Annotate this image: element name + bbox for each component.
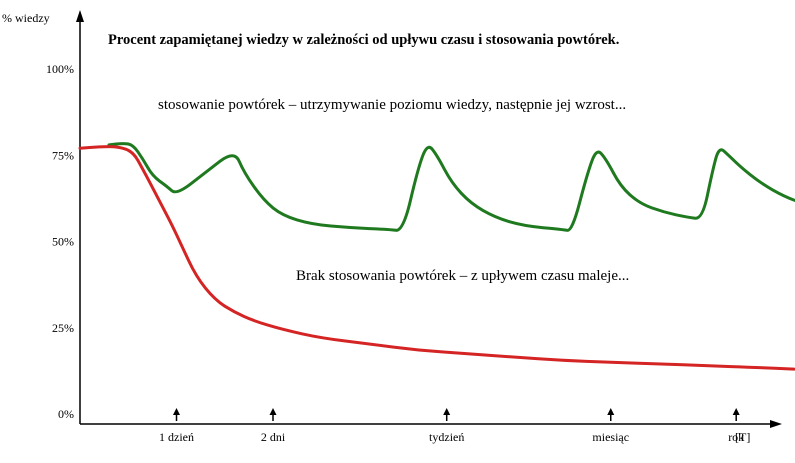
chart-title: Procent zapamiętanej wiedzy w zależności… xyxy=(108,32,619,48)
x-tick-arrow-icon xyxy=(173,408,180,415)
x-tick-label: rok xyxy=(728,430,744,444)
y-tick-label: 25% xyxy=(52,321,74,335)
series-line-no-repetitions xyxy=(78,145,795,371)
x-tick-label: 2 dni xyxy=(261,430,286,444)
y-tick-label: 100% xyxy=(46,62,74,76)
x-tick-label: miesiąc xyxy=(592,430,629,444)
series-line-repetitions xyxy=(107,142,795,232)
y-axis-label: % wiedzy xyxy=(2,11,50,25)
x-tick-arrow-icon xyxy=(443,408,451,415)
y-tick-label: 75% xyxy=(52,148,74,162)
x-tick-arrow-icon xyxy=(269,408,277,415)
x-tick-arrow-icon xyxy=(607,408,615,415)
x-axis-label: [T] xyxy=(735,430,750,444)
x-tick-label: tydzień xyxy=(429,430,464,444)
series-lines xyxy=(78,142,795,371)
y-tick-label: 0% xyxy=(58,407,74,421)
x-tick-labels: 1 dzień 2 dni tydzień miesiąc rok xyxy=(159,408,744,444)
y-tick-labels: 100% 75% 50% 25% 0% xyxy=(46,62,74,421)
y-tick-label: 50% xyxy=(52,235,74,249)
annotation-no-repetitions: Brak stosowania powtórek – z upływem cza… xyxy=(296,268,629,284)
x-tick-arrow-icon xyxy=(732,408,740,415)
x-axis-arrow-icon xyxy=(770,420,782,428)
y-axis-arrow-icon xyxy=(76,10,84,22)
annotation-repetitions: stosowanie powtórek – utrzymywanie pozio… xyxy=(158,97,626,113)
x-tick-label: 1 dzień xyxy=(159,430,194,444)
